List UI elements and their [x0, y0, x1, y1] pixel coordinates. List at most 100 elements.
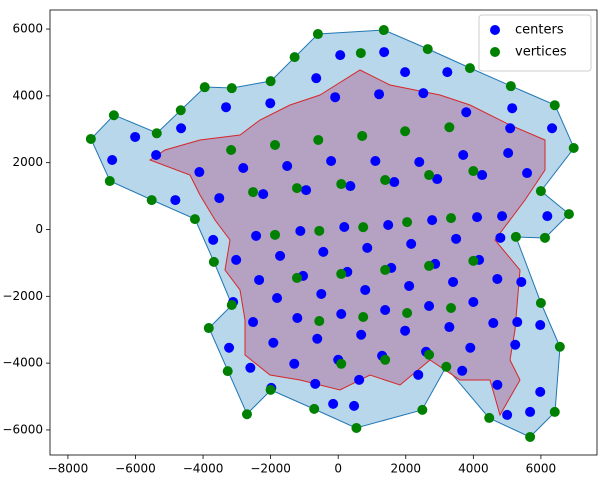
point	[383, 219, 394, 230]
point	[208, 234, 219, 245]
point	[563, 209, 574, 220]
point	[380, 354, 391, 365]
point	[265, 76, 276, 87]
point	[326, 156, 337, 167]
point	[374, 89, 385, 100]
point	[245, 362, 256, 373]
point	[189, 214, 200, 225]
point	[275, 250, 286, 261]
point	[464, 63, 475, 74]
point	[417, 404, 428, 415]
point	[107, 155, 118, 166]
point	[289, 52, 300, 63]
point	[316, 288, 327, 299]
point	[424, 170, 435, 181]
point	[336, 268, 347, 279]
point	[389, 177, 400, 188]
point	[151, 149, 162, 160]
point	[549, 406, 560, 417]
point	[270, 139, 281, 150]
point	[525, 406, 536, 417]
x-tick-label: 6000	[526, 462, 557, 476]
point	[268, 337, 279, 348]
point	[270, 229, 281, 240]
legend-label: centers	[515, 23, 564, 38]
point	[522, 168, 533, 179]
point	[289, 358, 300, 369]
point	[226, 83, 237, 94]
point	[314, 316, 325, 327]
point	[354, 374, 365, 385]
x-tick-label: −4000	[183, 462, 224, 476]
point	[146, 195, 157, 206]
point	[512, 317, 523, 328]
point	[309, 403, 320, 414]
x-tick-label: 0	[334, 462, 342, 476]
point	[214, 193, 225, 204]
x-tick-label: 2000	[390, 462, 421, 476]
point	[444, 322, 455, 333]
point	[311, 73, 322, 84]
point	[539, 232, 550, 243]
point	[360, 284, 371, 295]
point	[549, 100, 560, 111]
point	[448, 276, 459, 287]
point	[328, 398, 339, 409]
point	[241, 409, 252, 420]
legend-box	[478, 14, 592, 72]
point	[525, 431, 536, 442]
point	[402, 217, 413, 228]
point	[457, 365, 468, 376]
point	[458, 149, 469, 160]
point	[535, 297, 546, 308]
point	[495, 232, 506, 243]
point	[446, 303, 457, 314]
point	[427, 215, 438, 226]
point	[282, 161, 293, 172]
y-tick-label: 4000	[12, 88, 43, 102]
x-tick-label: 4000	[458, 462, 489, 476]
point	[400, 126, 411, 137]
point	[313, 134, 324, 145]
legend-label: vertices	[515, 45, 567, 60]
point	[355, 48, 366, 59]
point	[444, 122, 455, 133]
point	[108, 110, 119, 121]
point	[314, 225, 325, 236]
point	[568, 142, 579, 153]
point	[199, 82, 210, 93]
point	[465, 342, 476, 353]
point	[418, 88, 429, 99]
point	[362, 242, 373, 253]
point	[194, 167, 205, 178]
y-tick-label: 0	[35, 222, 43, 236]
legend-marker	[490, 47, 500, 57]
point	[404, 280, 415, 291]
point	[380, 305, 391, 316]
y-tick-label: −4000	[2, 356, 43, 370]
point	[424, 300, 435, 311]
point	[406, 238, 417, 249]
point	[380, 175, 391, 186]
point	[251, 230, 262, 241]
point	[535, 386, 546, 397]
point	[208, 256, 219, 267]
point	[424, 349, 435, 360]
point	[505, 81, 516, 92]
point	[442, 67, 453, 78]
point	[292, 313, 303, 324]
point	[295, 225, 306, 236]
legend: centers vertices	[478, 14, 592, 72]
point	[254, 274, 265, 285]
point	[104, 176, 115, 187]
point	[312, 333, 323, 344]
point	[248, 317, 259, 328]
point	[484, 412, 495, 423]
point	[370, 156, 381, 167]
point	[400, 67, 411, 78]
point	[503, 147, 514, 158]
y-tick-label: 6000	[12, 22, 43, 36]
point	[258, 189, 269, 200]
point	[441, 361, 452, 372]
